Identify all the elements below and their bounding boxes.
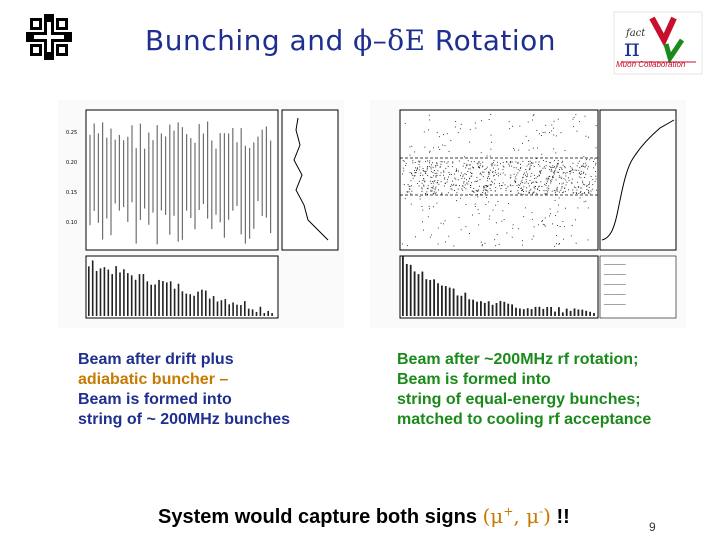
svg-text:0.25: 0.25: [66, 130, 77, 136]
left-bunch-streaks: [89, 121, 272, 245]
svg-text:────────: ────────: [603, 293, 626, 298]
exclamation: !!: [550, 506, 570, 528]
svg-text:fact: fact: [625, 28, 646, 39]
right-caption-line-4: matched to cooling rf acceptance: [397, 411, 652, 428]
title-symbol: ϕ–δE: [353, 24, 426, 57]
left-caption: Beam after drift plus adiabatic buncher …: [78, 350, 290, 430]
left-phase-space-plot: 0.25 0.20 0.15 0.10: [58, 100, 344, 328]
svg-text:────────: ────────: [603, 263, 626, 268]
svg-text:π: π: [624, 34, 640, 62]
page-title: Bunching and ϕ–δE Rotation: [145, 24, 556, 57]
svg-text:0.15: 0.15: [66, 190, 77, 196]
title-text-after: Rotation: [425, 24, 557, 57]
page-number: 9: [649, 520, 656, 534]
right-caption: Beam after ~200MHz rf rotation; Beam is …: [397, 350, 651, 430]
svg-text:0.10: 0.10: [66, 220, 77, 226]
muon-collaboration-logo-icon: fact π: [613, 11, 703, 75]
collaboration-label: Muon Collaboration: [616, 60, 686, 69]
bottom-statement: System would capture both signs (μ+, μ-)…: [158, 504, 570, 529]
svg-text:────────: ────────: [603, 303, 626, 308]
fermilab-logo-icon: [26, 14, 72, 60]
svg-text:0.20: 0.20: [66, 160, 77, 166]
mu-plus-open: (μ: [482, 504, 504, 528]
left-caption-line-1: Beam after drift plus: [78, 351, 234, 368]
left-caption-line-3: Beam is formed into: [78, 391, 232, 408]
mu-minus: , μ: [513, 504, 540, 528]
right-caption-line-1: Beam after ~200MHz rf rotation;: [397, 351, 639, 368]
minus-sign: -: [539, 504, 544, 519]
svg-text:────────: ────────: [603, 283, 626, 288]
close-paren: ): [543, 504, 551, 528]
title-text-before: Bunching and: [145, 24, 354, 57]
left-time-histogram: [88, 260, 273, 316]
right-phase-space-plot: ──────── ──────── ──────── ──────── ───────…: [370, 100, 686, 328]
plus-sign: +: [503, 504, 514, 519]
bottom-text: System would capture both signs: [158, 506, 483, 528]
right-bunch-streaks: [402, 114, 597, 247]
right-time-histogram: [402, 256, 595, 316]
right-caption-line-3: string of equal-energy bunches;: [397, 391, 641, 408]
left-caption-line-4: string of ~ 200MHz bunches: [78, 411, 291, 428]
right-caption-line-2: Beam is formed into: [397, 371, 551, 388]
left-caption-line-2: adiabatic buncher –: [78, 371, 229, 388]
svg-text:────────: ────────: [603, 273, 626, 278]
